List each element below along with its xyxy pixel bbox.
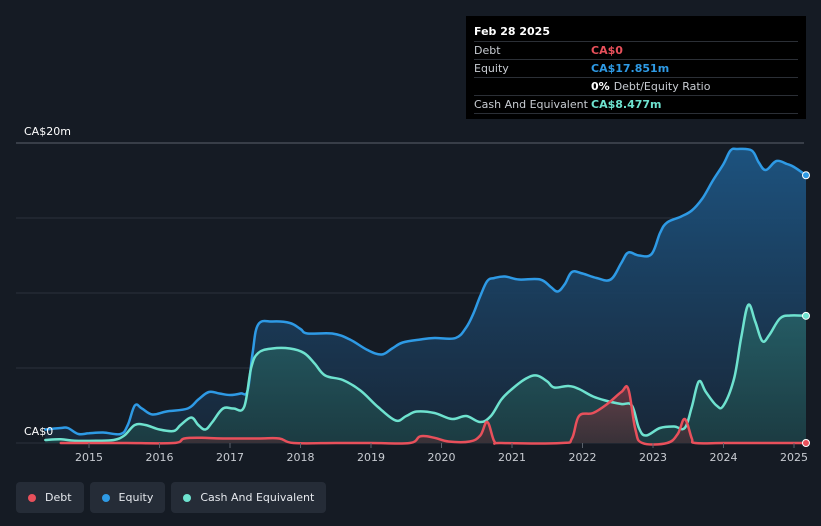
cash-and-equivalent-line <box>44 303 808 443</box>
tooltip-equity-label: Equity <box>474 62 509 75</box>
tooltip-ratio-label <box>474 78 591 95</box>
chart-legend: Debt Equity Cash And Equivalent <box>16 482 327 513</box>
equity-dot-icon <box>101 493 110 502</box>
legend-debt-label: Debt <box>45 491 72 504</box>
tooltip-ratio-text: Debt/Equity Ratio <box>613 80 711 93</box>
tooltip-debt-value: CA$0 <box>591 44 623 57</box>
line-layer <box>44 147 808 446</box>
x-tick-label: 2017 <box>216 451 244 464</box>
y-axis-top-label: CA$20m <box>24 125 71 138</box>
x-tick-label: 2016 <box>146 451 174 464</box>
x-axis-ticks: 2015 2016 2017 2018 2019 2020 2021 2022 2023 2024… <box>75 443 808 464</box>
x-tick-label: 2022 <box>569 451 597 464</box>
tooltip-row-ratio: 0% Debt/Equity Ratio <box>474 77 798 95</box>
equity-area <box>45 148 807 443</box>
x-tick-label: 2019 <box>357 451 385 464</box>
endpoint-markers <box>801 171 810 447</box>
tooltip-panel: Feb 28 2025 Debt CA$0 Equity CA$17.851m … <box>466 16 806 119</box>
x-tick-label: 2025 <box>780 451 808 464</box>
tooltip-row-debt: Debt CA$0 <box>474 41 798 59</box>
cash-dot-icon <box>183 493 192 502</box>
past-shade <box>0 143 16 443</box>
tooltip-row-equity: Equity CA$17.851m <box>474 59 798 77</box>
legend-item-equity[interactable]: Equity <box>89 482 166 513</box>
legend-item-debt[interactable]: Debt <box>16 482 84 513</box>
cash-and-equivalent-endpoint <box>801 311 810 320</box>
equity-endpoint <box>801 171 810 180</box>
x-tick-label: 2021 <box>498 451 526 464</box>
tooltip-ratio-value: 0% <box>591 80 610 93</box>
debt-endpoint <box>801 439 810 447</box>
x-tick-label: 2020 <box>428 451 456 464</box>
x-tick-label: 2015 <box>75 451 103 464</box>
tooltip-cash-label: Cash And Equivalent <box>474 98 588 111</box>
x-tick-label: 2024 <box>710 451 738 464</box>
tooltip-debt-label: Debt <box>474 44 501 57</box>
debt-line <box>59 385 808 446</box>
legend-cash-label: Cash And Equivalent <box>200 491 315 504</box>
tooltip-row-cash: Cash And Equivalent CA$8.477m <box>474 95 798 114</box>
x-tick-label: 2023 <box>639 451 667 464</box>
tooltip-cash-value: CA$8.477m <box>591 98 662 111</box>
equity-line <box>44 147 808 436</box>
tooltip-equity-value: CA$17.851m <box>591 62 670 75</box>
legend-equity-label: Equity <box>118 491 154 504</box>
area-layer <box>45 148 807 445</box>
legend-item-cash[interactable]: Cash And Equivalent <box>171 482 327 513</box>
y-axis-bottom-label: CA$0 <box>24 425 53 438</box>
x-tick-label: 2018 <box>287 451 315 464</box>
debt-dot-icon <box>28 493 36 502</box>
tooltip-date: Feb 28 2025 <box>474 25 550 38</box>
debt-area <box>60 386 807 445</box>
